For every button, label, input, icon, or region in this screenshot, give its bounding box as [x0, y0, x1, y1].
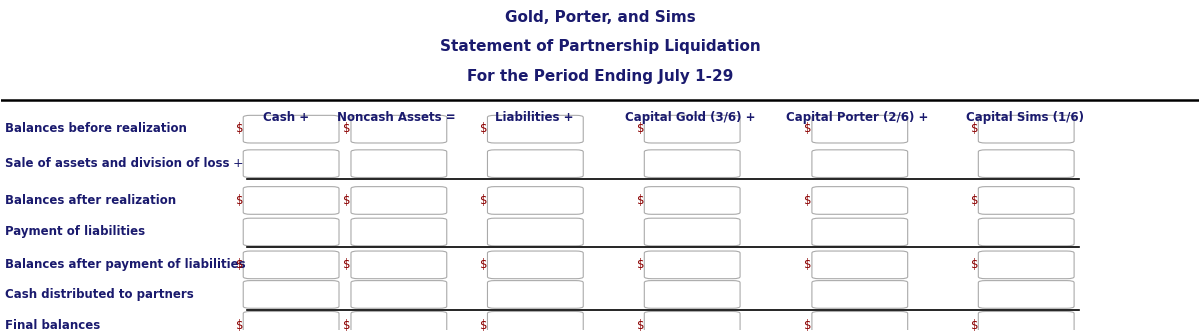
Text: Capital Gold (3/6) +: Capital Gold (3/6) + [624, 112, 755, 125]
FancyBboxPatch shape [244, 218, 340, 246]
Text: Balances after realization: Balances after realization [5, 194, 176, 207]
FancyBboxPatch shape [644, 115, 740, 143]
Text: Cash distributed to partners: Cash distributed to partners [5, 288, 193, 301]
FancyBboxPatch shape [487, 115, 583, 143]
FancyBboxPatch shape [244, 251, 340, 279]
Text: $: $ [804, 258, 812, 271]
Text: Balances before realization: Balances before realization [5, 122, 187, 135]
FancyBboxPatch shape [812, 150, 907, 177]
FancyBboxPatch shape [812, 251, 907, 279]
FancyBboxPatch shape [244, 187, 340, 214]
FancyBboxPatch shape [978, 115, 1074, 143]
FancyBboxPatch shape [644, 281, 740, 308]
FancyBboxPatch shape [644, 187, 740, 214]
FancyBboxPatch shape [978, 312, 1074, 334]
Text: Capital Sims (1/6): Capital Sims (1/6) [966, 112, 1084, 125]
Text: $: $ [235, 319, 244, 332]
Text: $: $ [637, 122, 644, 135]
FancyBboxPatch shape [350, 281, 446, 308]
Text: $: $ [971, 194, 978, 207]
FancyBboxPatch shape [812, 115, 907, 143]
Text: $: $ [480, 258, 487, 271]
FancyBboxPatch shape [487, 251, 583, 279]
FancyBboxPatch shape [350, 150, 446, 177]
FancyBboxPatch shape [487, 150, 583, 177]
Text: $: $ [804, 194, 812, 207]
Text: Cash +: Cash + [263, 112, 310, 125]
Text: Payment of liabilities: Payment of liabilities [5, 225, 145, 238]
Text: $: $ [804, 122, 812, 135]
FancyBboxPatch shape [812, 281, 907, 308]
FancyBboxPatch shape [244, 281, 340, 308]
FancyBboxPatch shape [644, 150, 740, 177]
FancyBboxPatch shape [644, 218, 740, 246]
FancyBboxPatch shape [812, 187, 907, 214]
Text: $: $ [235, 258, 244, 271]
Text: $: $ [480, 194, 487, 207]
Text: $: $ [480, 122, 487, 135]
FancyBboxPatch shape [487, 187, 583, 214]
FancyBboxPatch shape [978, 251, 1074, 279]
Text: Final balances: Final balances [5, 319, 101, 332]
FancyBboxPatch shape [978, 150, 1074, 177]
FancyBboxPatch shape [350, 187, 446, 214]
FancyBboxPatch shape [978, 281, 1074, 308]
Text: Capital Porter (2/6) +: Capital Porter (2/6) + [786, 112, 929, 125]
Text: Statement of Partnership Liquidation: Statement of Partnership Liquidation [439, 39, 761, 54]
Text: Gold, Porter, and Sims: Gold, Porter, and Sims [505, 10, 695, 25]
Text: Sale of assets and division of loss: Sale of assets and division of loss [5, 157, 229, 170]
Text: $: $ [343, 258, 350, 271]
Text: $: $ [637, 258, 644, 271]
FancyBboxPatch shape [350, 218, 446, 246]
Text: $: $ [480, 319, 487, 332]
Text: $: $ [637, 194, 644, 207]
Text: $: $ [971, 122, 978, 135]
Text: Noncash Assets =: Noncash Assets = [337, 112, 456, 125]
FancyBboxPatch shape [644, 312, 740, 334]
FancyBboxPatch shape [244, 150, 340, 177]
FancyBboxPatch shape [487, 218, 583, 246]
FancyBboxPatch shape [487, 312, 583, 334]
FancyBboxPatch shape [350, 251, 446, 279]
Text: Liabilities +: Liabilities + [494, 112, 574, 125]
Text: $: $ [343, 319, 350, 332]
Text: +: + [233, 157, 244, 170]
Text: For the Period Ending July 1-29: For the Period Ending July 1-29 [467, 69, 733, 85]
FancyBboxPatch shape [978, 187, 1074, 214]
Text: $: $ [235, 122, 244, 135]
Text: $: $ [235, 194, 244, 207]
FancyBboxPatch shape [812, 218, 907, 246]
FancyBboxPatch shape [244, 312, 340, 334]
FancyBboxPatch shape [487, 281, 583, 308]
FancyBboxPatch shape [978, 218, 1074, 246]
FancyBboxPatch shape [350, 115, 446, 143]
FancyBboxPatch shape [350, 312, 446, 334]
Text: $: $ [343, 122, 350, 135]
Text: $: $ [971, 319, 978, 332]
Text: $: $ [343, 194, 350, 207]
FancyBboxPatch shape [644, 251, 740, 279]
Text: $: $ [637, 319, 644, 332]
FancyBboxPatch shape [812, 312, 907, 334]
FancyBboxPatch shape [244, 115, 340, 143]
Text: $: $ [971, 258, 978, 271]
Text: $: $ [804, 319, 812, 332]
Text: Balances after payment of liabilities: Balances after payment of liabilities [5, 258, 246, 271]
